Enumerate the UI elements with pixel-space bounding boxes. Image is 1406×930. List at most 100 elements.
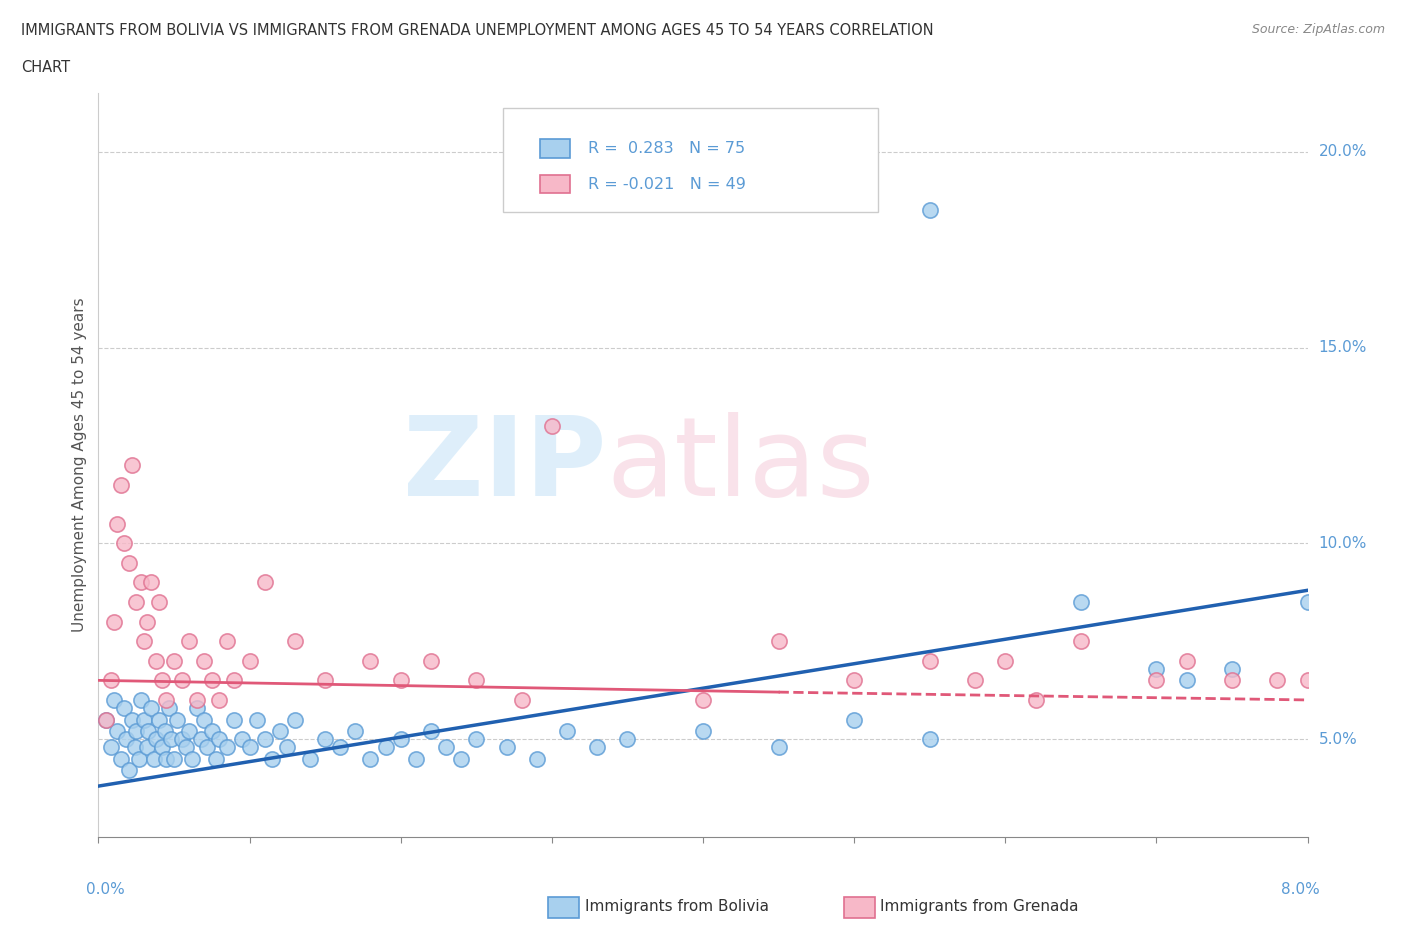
Point	[284, 633, 307, 648]
Point	[201, 724, 224, 738]
Point	[965, 673, 987, 688]
Point	[918, 732, 941, 747]
Point	[360, 751, 382, 766]
Point	[1144, 661, 1167, 676]
Point	[246, 712, 269, 727]
Text: Immigrants from Grenada: Immigrants from Grenada	[880, 899, 1078, 914]
Point	[105, 516, 128, 531]
Point	[114, 732, 136, 747]
Point	[141, 575, 163, 590]
Point	[155, 751, 177, 766]
Point	[201, 673, 224, 688]
Point	[166, 712, 188, 727]
Point	[510, 693, 533, 708]
Point	[844, 673, 866, 688]
Point	[181, 751, 204, 766]
Point	[1175, 654, 1198, 669]
Text: ZIP: ZIP	[404, 411, 606, 519]
Point	[360, 654, 382, 669]
Text: 5.0%: 5.0%	[1319, 732, 1357, 747]
Point	[329, 739, 352, 754]
Point	[374, 739, 396, 754]
Point	[177, 633, 201, 648]
Point	[193, 654, 215, 669]
Point	[135, 739, 157, 754]
Point	[420, 654, 443, 669]
Point	[177, 724, 201, 738]
Point	[1144, 673, 1167, 688]
Point	[94, 712, 117, 727]
Point	[150, 739, 173, 754]
Point	[434, 739, 457, 754]
Text: Source: ZipAtlas.com: Source: ZipAtlas.com	[1251, 23, 1385, 36]
Text: 8.0%: 8.0%	[1281, 882, 1320, 897]
Point	[1220, 673, 1243, 688]
Point	[253, 575, 276, 590]
Point	[141, 700, 163, 715]
Point	[298, 751, 321, 766]
Point	[186, 693, 208, 708]
Point	[160, 732, 183, 747]
Point	[94, 712, 117, 727]
Point	[1070, 633, 1092, 648]
Point	[143, 751, 166, 766]
Point	[129, 693, 152, 708]
Point	[124, 739, 146, 754]
FancyBboxPatch shape	[503, 108, 879, 212]
Point	[208, 732, 231, 747]
Text: 15.0%: 15.0%	[1319, 340, 1367, 355]
Point	[692, 724, 714, 738]
Text: 10.0%: 10.0%	[1319, 536, 1367, 551]
Point	[163, 654, 186, 669]
Point	[231, 732, 253, 747]
Point	[253, 732, 276, 747]
Point	[555, 724, 578, 738]
Point	[186, 700, 208, 715]
Text: 20.0%: 20.0%	[1319, 144, 1367, 159]
Point	[110, 477, 132, 492]
Point	[918, 203, 941, 218]
Point	[153, 724, 176, 738]
Point	[112, 700, 135, 715]
FancyBboxPatch shape	[540, 140, 569, 158]
Point	[125, 594, 148, 609]
Point	[170, 732, 193, 747]
Point	[132, 712, 155, 727]
Point	[103, 693, 125, 708]
Text: CHART: CHART	[21, 60, 70, 75]
Point	[1296, 594, 1319, 609]
Point	[495, 739, 517, 754]
Point	[159, 700, 181, 715]
Point	[125, 724, 148, 738]
Point	[768, 633, 790, 648]
Point	[112, 536, 135, 551]
Point	[129, 575, 152, 590]
Point	[1070, 594, 1092, 609]
Point	[100, 739, 122, 754]
Point	[262, 751, 284, 766]
Point	[1175, 673, 1198, 688]
Text: 0.0%: 0.0%	[86, 882, 125, 897]
FancyBboxPatch shape	[540, 175, 569, 193]
Point	[163, 751, 186, 766]
Point	[405, 751, 427, 766]
Text: IMMIGRANTS FROM BOLIVIA VS IMMIGRANTS FROM GRENADA UNEMPLOYMENT AMONG AGES 45 TO: IMMIGRANTS FROM BOLIVIA VS IMMIGRANTS FR…	[21, 23, 934, 38]
Point	[121, 712, 143, 727]
Point	[121, 458, 143, 472]
Point	[145, 654, 167, 669]
Point	[1265, 673, 1288, 688]
Point	[136, 724, 159, 738]
Point	[190, 732, 212, 747]
Point	[145, 732, 167, 747]
Point	[135, 614, 157, 629]
Text: R =  0.283   N = 75: R = 0.283 N = 75	[588, 140, 745, 156]
Point	[103, 614, 125, 629]
Point	[465, 732, 488, 747]
Point	[208, 693, 231, 708]
Point	[215, 633, 238, 648]
Point	[465, 673, 488, 688]
Point	[132, 633, 155, 648]
Point	[269, 724, 291, 738]
Point	[586, 739, 609, 754]
Point	[844, 712, 866, 727]
